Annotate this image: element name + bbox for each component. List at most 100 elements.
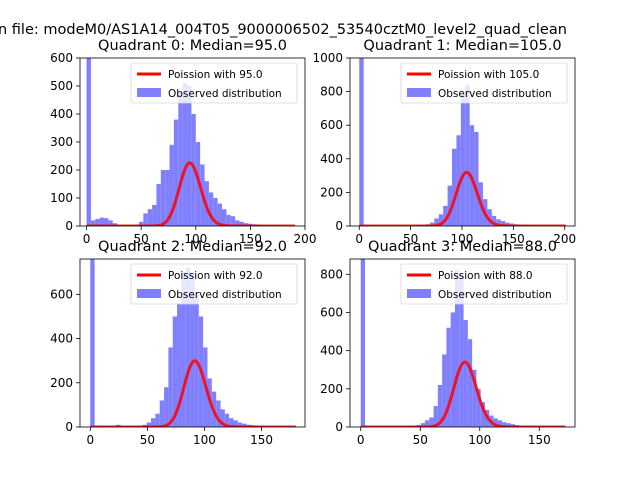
legend-box: [130, 263, 298, 305]
histogram-bar: [190, 272, 195, 427]
histogram-bar: [438, 214, 444, 226]
legend-box: [400, 62, 568, 104]
y-tick-label: 400: [320, 344, 343, 358]
x-tick-label: 200: [294, 232, 317, 246]
histogram-bar: [429, 417, 434, 427]
x-tick-label: 50: [140, 433, 155, 447]
x-tick-label: 150: [250, 433, 273, 447]
y-tick-label: 400: [50, 107, 73, 121]
histogram-bar: [447, 185, 453, 226]
histogram-bar: [185, 267, 191, 427]
histogram-bar: [487, 209, 492, 226]
histogram-bar: [90, 220, 96, 226]
x-tick-label: 50: [403, 232, 418, 246]
poisson-curve: [360, 360, 566, 427]
axes-frame: [349, 258, 576, 428]
histogram-bar: [496, 219, 501, 226]
poisson-curve: [86, 161, 296, 226]
histogram-bar: [181, 272, 186, 427]
histogram-bar: [221, 209, 227, 226]
histogram-bar: [230, 216, 236, 226]
y-tick-label: 0: [65, 420, 73, 434]
legend-patch-swatch: [407, 289, 431, 298]
legend: Poission with 95.0 Observed distribution: [130, 62, 298, 104]
histogram-bar: [169, 144, 174, 226]
histogram-bar: [505, 222, 510, 226]
y-tick-label: 600: [50, 287, 73, 301]
legend: Poission with 92.0 Observed distribution: [130, 263, 298, 305]
legend-label-poisson: Poission with 95.0: [168, 69, 263, 81]
histogram-bar: [450, 312, 455, 427]
histogram-bar: [443, 205, 448, 226]
panel-title: Quadrant 2: Median=92.0: [98, 239, 287, 255]
histogram-bar: [242, 423, 247, 427]
histogram-bar: [216, 400, 221, 427]
histogram-bar: [446, 327, 451, 427]
histogram-bar: [474, 131, 479, 226]
histogram-bar: [90, 259, 95, 427]
y-tick-label: 800: [320, 85, 343, 99]
legend-label-observed: Observed distribution: [168, 88, 282, 100]
histogram-bar: [168, 347, 173, 427]
panel-title: Quadrant 1: Median=105.0: [363, 38, 561, 54]
histogram-bar: [164, 387, 169, 427]
histogram-bar: [156, 184, 161, 226]
x-tick-label: 200: [553, 232, 576, 246]
y-tick-label: 200: [320, 185, 343, 199]
histogram-bar: [173, 119, 179, 226]
y-tick-label: 200: [320, 382, 343, 396]
histogram-bar: [452, 148, 457, 226]
y-tick-label: 500: [50, 79, 73, 93]
histogram-bar: [497, 420, 503, 427]
y-tick-label: 0: [65, 219, 73, 233]
histogram-bar: [455, 270, 460, 427]
panel-quadrant-0: Quadrant 0: Median=95.0 0 50 100 150 200 0 100 2…: [50, 38, 316, 246]
histogram-bar: [500, 220, 506, 226]
histogram-bar: [235, 220, 240, 226]
x-tick-label: 50: [134, 232, 149, 246]
histogram-bar: [360, 259, 365, 427]
legend-patch-swatch: [137, 88, 161, 97]
histogram-bar: [442, 354, 447, 427]
histogram-bar: [146, 422, 152, 427]
y-tick-label: 600: [320, 305, 343, 319]
y-tick-label: 100: [50, 191, 73, 205]
histogram-bar: [143, 213, 148, 226]
y-tick-label: 0: [335, 219, 343, 233]
legend: Poission with 88.0 Observed distribution: [400, 263, 568, 305]
histogram-bar: [459, 274, 464, 427]
histogram-bar: [217, 203, 222, 226]
histogram-bar: [220, 409, 225, 427]
x-tick-label: 150: [502, 232, 525, 246]
figure-suptitle: n file: modeM0/AS1A14_004T05_9000006502_…: [0, 22, 567, 38]
histogram-bar: [224, 413, 230, 427]
histogram-bar: [229, 418, 234, 427]
y-tick-label: 800: [320, 267, 343, 281]
histogram-bar: [437, 385, 443, 427]
histogram-bar: [177, 303, 182, 427]
y-tick-label: 0: [335, 420, 343, 434]
x-tick-label: 150: [239, 232, 262, 246]
histogram-bar: [472, 369, 477, 427]
histogram-bar: [213, 198, 218, 226]
histogram-bar: [233, 420, 238, 427]
histogram-bar: [493, 418, 498, 427]
histogram-bar: [433, 406, 438, 427]
histogram-bar: [86, 58, 91, 226]
histogram-bar: [147, 209, 153, 226]
histogram-bar: [506, 423, 511, 427]
histogram-bar: [463, 320, 468, 427]
x-tick-label: 150: [528, 433, 551, 447]
histogram-bar: [456, 135, 461, 226]
legend: Poission with 105.0 Observed distribution: [400, 62, 568, 104]
histogram-bar: [152, 205, 157, 226]
panels: Quadrant 0: Median=95.0 0 50 100 150 200 0 100 2…: [50, 38, 576, 447]
histogram-bar: [467, 339, 473, 427]
histogram-bar: [178, 91, 183, 226]
legend-label-poisson: Poission with 88.0: [438, 270, 533, 282]
histogram-bar: [208, 192, 214, 226]
y-tick-label: 400: [320, 152, 343, 166]
histogram-bar: [480, 402, 485, 427]
histogram-bar: [138, 221, 144, 226]
y-tick-label: 600: [50, 51, 73, 65]
